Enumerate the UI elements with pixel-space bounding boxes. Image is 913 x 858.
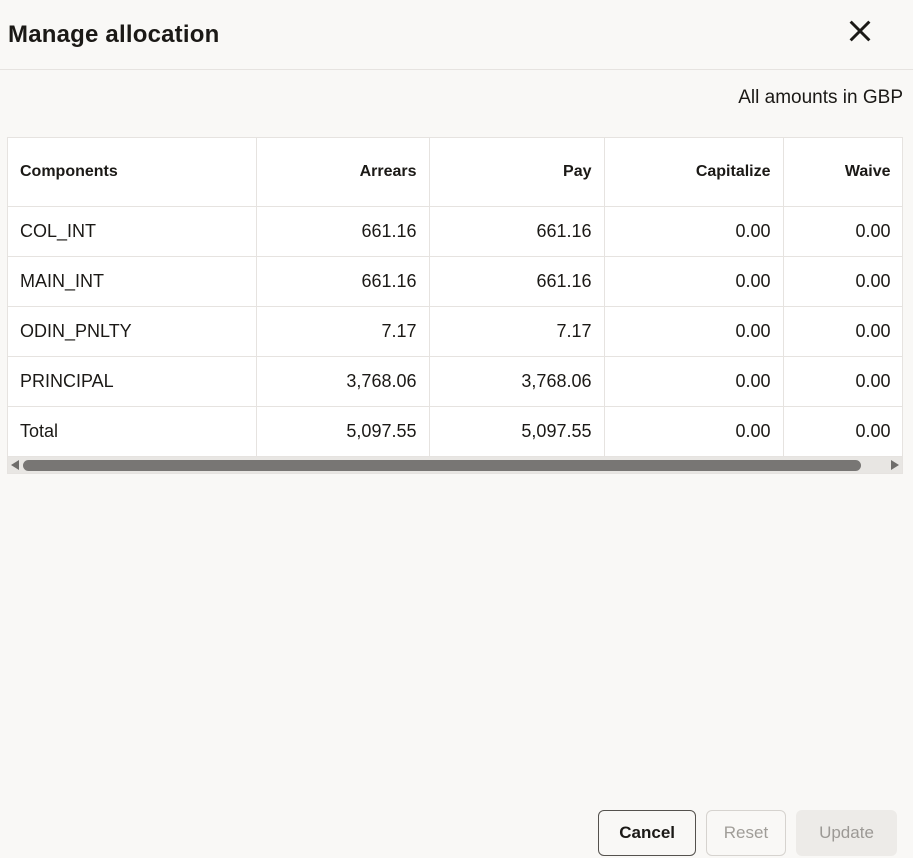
component-cell: ODIN_PNLTY: [8, 306, 257, 357]
pay-cell: 7.17: [429, 306, 605, 357]
pay-cell: 5,097.55: [429, 406, 605, 456]
allocation-table-scroll-area: Components Arrears Pay Capitalize Waive …: [8, 138, 902, 456]
capitalize-cell: 0.00: [604, 406, 784, 456]
col-header-capitalize: Capitalize: [604, 138, 784, 207]
close-button[interactable]: [842, 13, 878, 49]
waive-cell: 0.00: [783, 206, 902, 257]
col-header-waive: Waive: [783, 138, 902, 207]
arrears-cell: 661.16: [256, 206, 430, 257]
dialog-title: Manage allocation: [8, 20, 220, 48]
close-icon: [849, 20, 871, 42]
allocation-table: Components Arrears Pay Capitalize Waive …: [8, 138, 902, 456]
table-row: ODIN_PNLTY 7.17 7.17 0.00 0.00: [8, 306, 902, 357]
component-cell: COL_INT: [8, 206, 257, 257]
arrears-cell: 5,097.55: [256, 406, 430, 456]
table-row: MAIN_INT 661.16 661.16 0.00 0.00: [8, 256, 902, 307]
waive-cell: 0.00: [783, 406, 902, 456]
scrollbar-track[interactable]: [23, 459, 887, 471]
waive-cell: 0.00: [783, 306, 902, 357]
dialog-header: Manage allocation: [0, 0, 913, 70]
dialog-footer: Cancel Reset Update: [598, 810, 897, 856]
table-total-row: Total 5,097.55 5,097.55 0.00 0.00: [8, 406, 902, 456]
table-row: COL_INT 661.16 661.16 0.00 0.00: [8, 206, 902, 257]
capitalize-cell: 0.00: [604, 206, 784, 257]
pay-cell: 661.16: [429, 256, 605, 307]
component-cell: MAIN_INT: [8, 256, 257, 307]
cancel-button[interactable]: Cancel: [598, 810, 696, 856]
horizontal-scrollbar[interactable]: [8, 456, 902, 473]
col-header-components: Components: [8, 138, 257, 207]
table-header-row: Components Arrears Pay Capitalize Waive: [8, 138, 902, 207]
waive-cell: 0.00: [783, 256, 902, 307]
col-header-arrears: Arrears: [256, 138, 430, 207]
col-header-pay: Pay: [429, 138, 605, 207]
component-cell: Total: [8, 406, 257, 456]
currency-note: All amounts in GBP: [738, 87, 903, 108]
reset-button[interactable]: Reset: [706, 810, 786, 856]
update-button[interactable]: Update: [796, 810, 897, 856]
arrears-cell: 3,768.06: [256, 356, 430, 407]
table-row: PRINCIPAL 3,768.06 3,768.06 0.00 0.00: [8, 356, 902, 407]
arrears-cell: 7.17: [256, 306, 430, 357]
capitalize-cell: 0.00: [604, 256, 784, 307]
pay-cell: 661.16: [429, 206, 605, 257]
allocation-table-container: Components Arrears Pay Capitalize Waive …: [7, 137, 903, 474]
capitalize-cell: 0.00: [604, 356, 784, 407]
scroll-left-arrow-icon[interactable]: [11, 460, 19, 470]
component-cell: PRINCIPAL: [8, 356, 257, 407]
capitalize-cell: 0.00: [604, 306, 784, 357]
scroll-right-arrow-icon[interactable]: [891, 460, 899, 470]
waive-cell: 0.00: [783, 356, 902, 407]
pay-cell: 3,768.06: [429, 356, 605, 407]
arrears-cell: 661.16: [256, 256, 430, 307]
scrollbar-thumb[interactable]: [23, 459, 862, 471]
